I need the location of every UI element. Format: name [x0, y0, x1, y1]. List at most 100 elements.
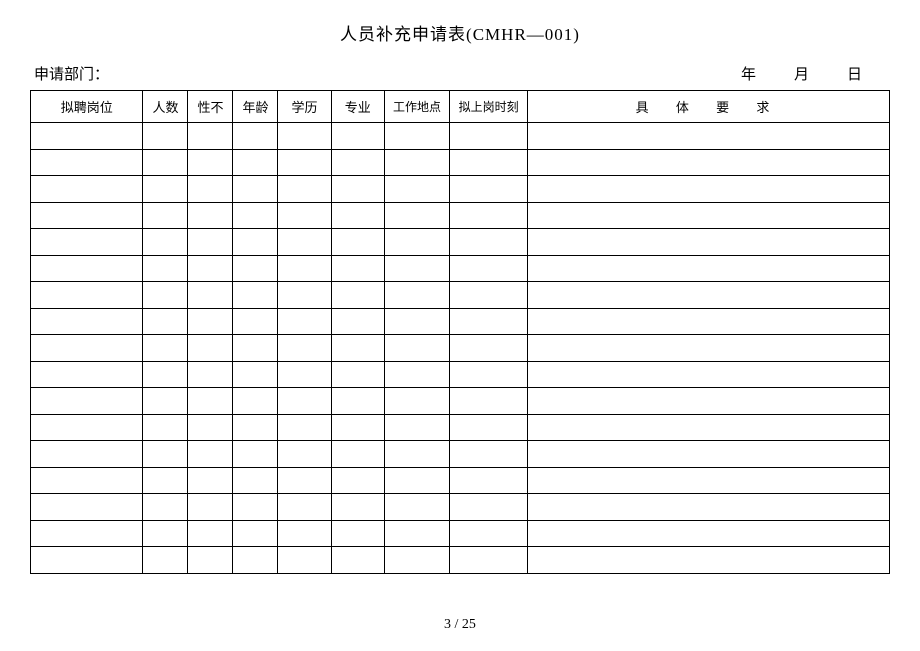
table-cell	[331, 335, 384, 362]
table-row	[31, 441, 890, 468]
table-cell	[278, 229, 331, 256]
table-cell	[233, 149, 278, 176]
table-cell	[278, 361, 331, 388]
table-cell	[450, 282, 528, 309]
table-cell	[31, 123, 143, 150]
table-row	[31, 176, 890, 203]
table-cell	[527, 441, 889, 468]
col-header: 性不	[188, 91, 233, 123]
table-cell	[31, 388, 143, 415]
table-cell	[31, 414, 143, 441]
table-cell	[527, 335, 889, 362]
table-cell	[188, 308, 233, 335]
table-cell	[450, 123, 528, 150]
table-cell	[450, 467, 528, 494]
table-cell	[384, 414, 449, 441]
table-row	[31, 282, 890, 309]
table-cell	[278, 547, 331, 574]
day-label: 日	[847, 63, 862, 84]
table-cell	[188, 520, 233, 547]
table-cell	[450, 441, 528, 468]
table-row	[31, 123, 890, 150]
request-table: 拟聘岗位人数性不年龄学历专业工作地点拟上岗时刻具 体 要 求	[30, 90, 890, 574]
table-cell	[527, 202, 889, 229]
table-cell	[31, 229, 143, 256]
table-row	[31, 229, 890, 256]
dept-label: 申请部门：	[34, 63, 109, 84]
table-row	[31, 467, 890, 494]
table-cell	[188, 414, 233, 441]
table-cell	[331, 202, 384, 229]
year-label: 年	[741, 63, 756, 84]
table-cell	[188, 282, 233, 309]
table-cell	[233, 467, 278, 494]
table-cell	[450, 520, 528, 547]
table-cell	[143, 494, 188, 521]
table-cell	[278, 388, 331, 415]
table-cell	[331, 414, 384, 441]
table-cell	[450, 361, 528, 388]
table-cell	[233, 547, 278, 574]
table-cell	[331, 176, 384, 203]
table-cell	[31, 176, 143, 203]
table-cell	[31, 547, 143, 574]
table-cell	[188, 494, 233, 521]
table-cell	[331, 361, 384, 388]
col-header: 学历	[278, 91, 331, 123]
table-cell	[188, 176, 233, 203]
table-cell	[384, 547, 449, 574]
table-cell	[450, 335, 528, 362]
table-cell	[384, 149, 449, 176]
table-cell	[527, 176, 889, 203]
table-cell	[278, 308, 331, 335]
table-cell	[188, 149, 233, 176]
table-cell	[233, 176, 278, 203]
table-cell	[331, 520, 384, 547]
table-cell	[188, 335, 233, 362]
table-cell	[278, 414, 331, 441]
table-cell	[188, 202, 233, 229]
table-cell	[527, 123, 889, 150]
table-cell	[384, 520, 449, 547]
table-cell	[527, 229, 889, 256]
table-cell	[450, 547, 528, 574]
table-cell	[143, 176, 188, 203]
table-cell	[384, 255, 449, 282]
table-cell	[31, 282, 143, 309]
table-cell	[188, 467, 233, 494]
table-cell	[331, 467, 384, 494]
col-header: 人数	[143, 91, 188, 123]
table-cell	[233, 335, 278, 362]
table-cell	[278, 520, 331, 547]
table-cell	[384, 441, 449, 468]
month-label: 月	[794, 63, 809, 84]
table-cell	[527, 388, 889, 415]
table-cell	[233, 441, 278, 468]
table-cell	[527, 282, 889, 309]
table-cell	[450, 414, 528, 441]
table-cell	[527, 414, 889, 441]
table-cell	[143, 361, 188, 388]
table-cell	[278, 149, 331, 176]
table-cell	[31, 202, 143, 229]
table-cell	[143, 335, 188, 362]
table-cell	[233, 123, 278, 150]
table-cell	[143, 388, 188, 415]
table-cell	[527, 255, 889, 282]
table-cell	[278, 494, 331, 521]
table-cell	[331, 308, 384, 335]
table-row	[31, 255, 890, 282]
page-number: 3 / 25	[0, 617, 920, 633]
table-cell	[450, 494, 528, 521]
table-row	[31, 149, 890, 176]
table-cell	[331, 388, 384, 415]
table-cell	[527, 361, 889, 388]
table-cell	[331, 547, 384, 574]
table-row	[31, 494, 890, 521]
table-cell	[233, 361, 278, 388]
table-cell	[384, 176, 449, 203]
form-title: 人员补充申请表(CMHR—001)	[30, 20, 890, 45]
table-cell	[31, 308, 143, 335]
table-cell	[31, 361, 143, 388]
table-cell	[450, 149, 528, 176]
